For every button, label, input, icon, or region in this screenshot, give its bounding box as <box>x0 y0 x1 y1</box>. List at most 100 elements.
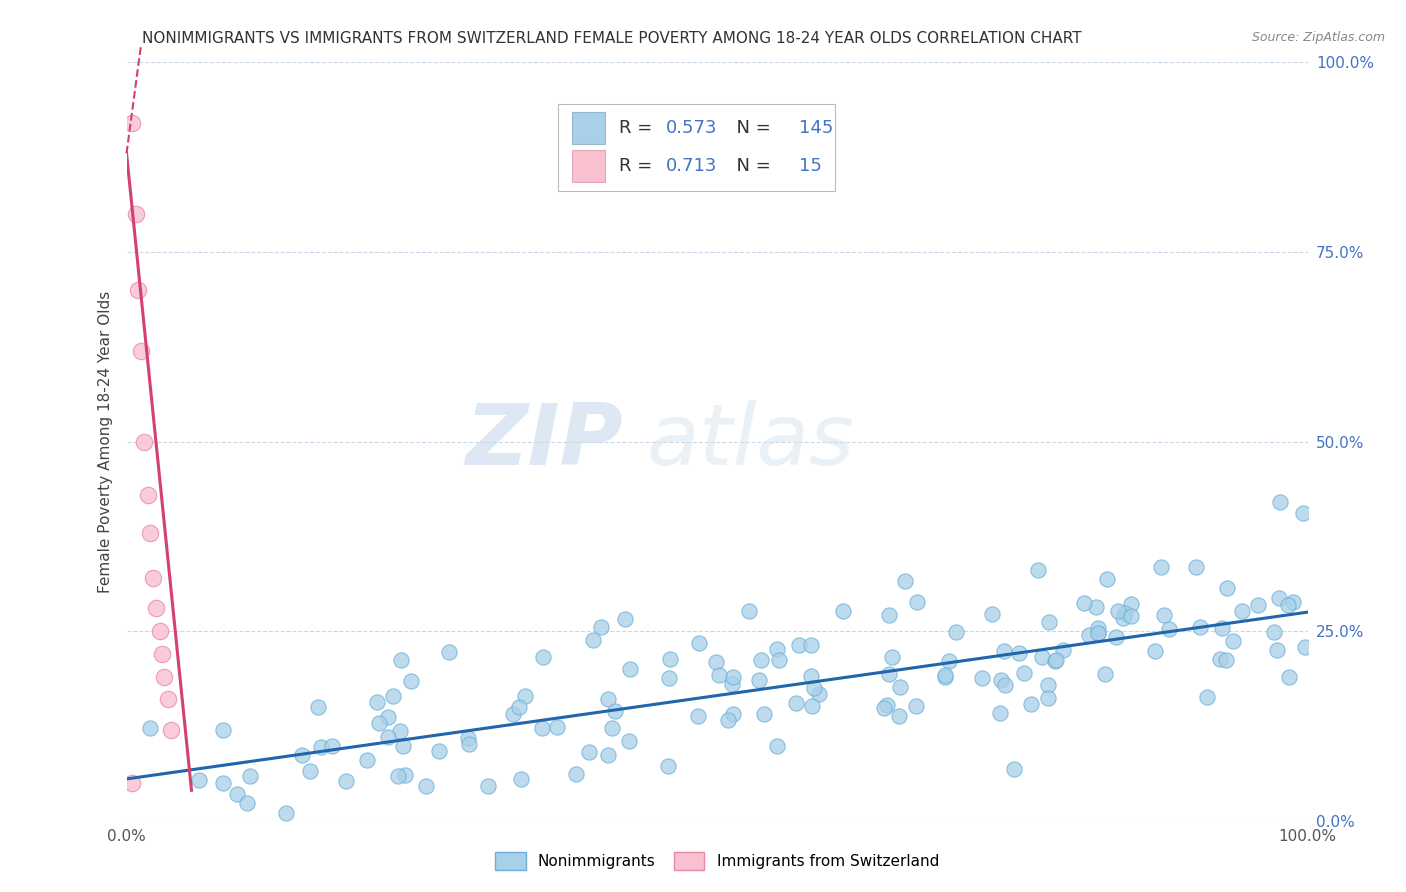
Point <box>894 574 917 588</box>
Point <box>1209 652 1232 666</box>
Point <box>1043 654 1066 668</box>
Point <box>596 747 619 762</box>
Text: Source: ZipAtlas.com: Source: ZipAtlas.com <box>1251 31 1385 45</box>
Point <box>873 701 896 715</box>
Point <box>321 739 343 753</box>
Point <box>1270 495 1292 509</box>
Point <box>1153 608 1175 623</box>
Point <box>139 721 162 735</box>
Point <box>1215 653 1237 667</box>
Point <box>766 642 789 657</box>
Point <box>721 706 744 721</box>
Text: ZIP: ZIP <box>465 400 623 483</box>
Point <box>1094 667 1116 681</box>
Point <box>803 681 825 696</box>
Point <box>738 604 761 618</box>
Point <box>752 707 775 722</box>
Point <box>1036 678 1059 692</box>
Text: R =: R = <box>619 120 658 137</box>
Point <box>1052 642 1074 657</box>
Point <box>187 773 209 788</box>
FancyBboxPatch shape <box>558 104 835 191</box>
Point <box>1185 559 1208 574</box>
Point <box>1267 643 1289 657</box>
Point <box>125 207 148 221</box>
Point <box>766 739 789 753</box>
Point <box>298 764 321 778</box>
Point <box>1278 670 1301 684</box>
Point <box>236 797 259 811</box>
Point <box>139 525 162 540</box>
Point <box>513 690 536 704</box>
Point <box>1222 634 1244 648</box>
Point <box>307 700 329 714</box>
Point <box>546 720 568 734</box>
Point <box>1105 630 1128 644</box>
Point <box>389 723 412 738</box>
Point <box>121 116 143 130</box>
Point <box>1077 628 1099 642</box>
Point <box>399 674 422 689</box>
Point <box>564 767 586 781</box>
Text: R =: R = <box>619 157 658 176</box>
Point <box>707 667 730 681</box>
Point <box>356 753 378 767</box>
Point <box>1087 625 1109 640</box>
Text: 145: 145 <box>799 120 832 137</box>
Point <box>658 671 681 685</box>
Point <box>1157 622 1180 636</box>
Point <box>134 434 156 449</box>
Point <box>239 769 262 783</box>
Point <box>972 671 994 685</box>
Y-axis label: Female Poverty Among 18-24 Year Olds: Female Poverty Among 18-24 Year Olds <box>97 291 112 592</box>
Point <box>934 668 956 682</box>
Point <box>1014 665 1036 680</box>
Point <box>582 632 605 647</box>
Point <box>1019 698 1042 712</box>
Point <box>377 731 399 745</box>
Point <box>1188 620 1211 634</box>
Point <box>437 645 460 659</box>
Point <box>880 649 903 664</box>
Point <box>1114 606 1136 620</box>
Point <box>531 650 554 665</box>
Point <box>619 662 641 676</box>
Point <box>800 668 823 682</box>
Point <box>211 775 233 789</box>
Text: 15: 15 <box>799 157 821 176</box>
Point <box>127 283 149 297</box>
Point <box>309 740 332 755</box>
Point <box>150 647 173 661</box>
Point <box>509 772 531 787</box>
Point <box>990 673 1012 687</box>
Point <box>1038 615 1060 629</box>
Point <box>1119 608 1142 623</box>
Point <box>617 734 640 748</box>
Point <box>934 670 956 684</box>
Point <box>1008 646 1031 660</box>
Point <box>1263 624 1285 639</box>
Point <box>785 696 807 710</box>
Point <box>1026 563 1049 577</box>
Point <box>457 737 479 751</box>
Point <box>226 787 249 801</box>
Point <box>1268 591 1291 605</box>
Point <box>981 607 1004 622</box>
Point <box>1230 604 1253 618</box>
Point <box>381 689 404 703</box>
Point <box>1002 763 1025 777</box>
Point <box>657 758 679 772</box>
Point <box>1195 690 1218 704</box>
Point <box>994 678 1017 692</box>
Point <box>659 652 682 666</box>
Point <box>808 687 831 701</box>
Point <box>748 673 770 687</box>
Point <box>136 487 159 501</box>
Point <box>1277 598 1299 612</box>
Point <box>887 708 910 723</box>
Point <box>335 773 357 788</box>
Point <box>706 655 728 669</box>
Point <box>377 710 399 724</box>
Point <box>156 692 179 706</box>
Point <box>366 695 388 709</box>
